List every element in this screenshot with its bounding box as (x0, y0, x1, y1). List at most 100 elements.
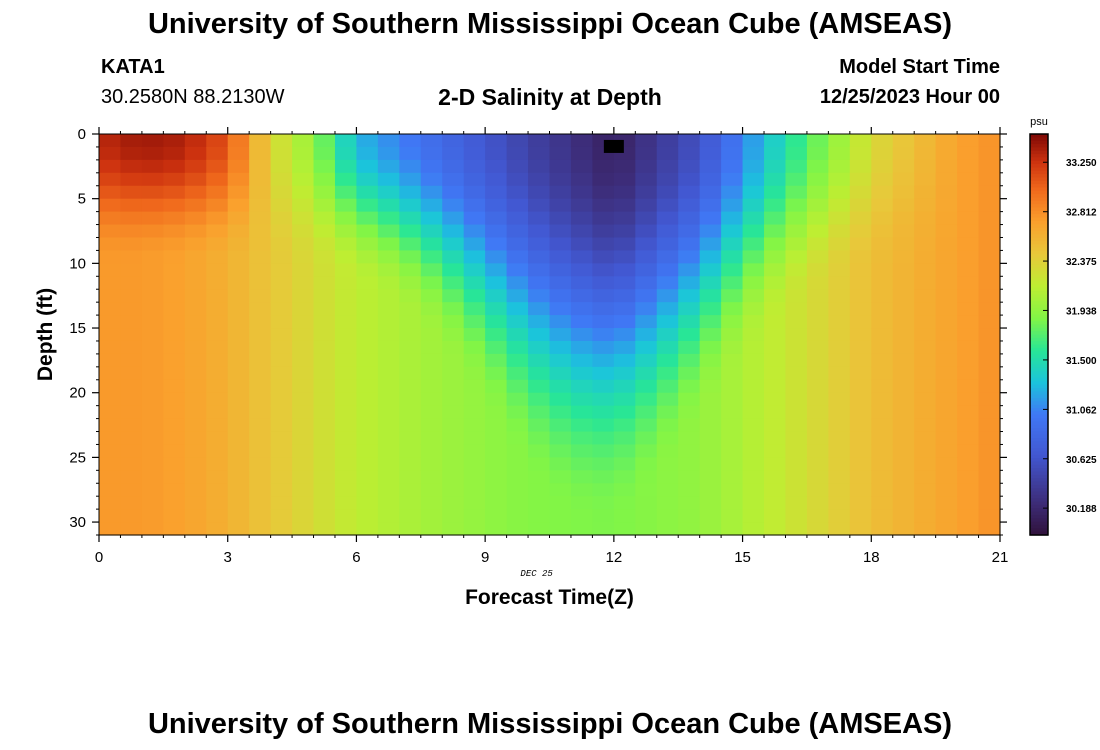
heatmap-cell (227, 263, 250, 277)
heatmap-cell (785, 185, 808, 200)
chart-title: University of Southern Mississippi Ocean… (147, 8, 953, 40)
heatmap-cell (334, 198, 358, 213)
heatmap-cell (313, 353, 336, 368)
heatmap-cell (892, 263, 915, 277)
colorbar-segment (1030, 444, 1048, 449)
heatmap-cell (678, 146, 701, 161)
heatmap-cell (978, 237, 1001, 252)
heatmap-cell (506, 340, 529, 355)
heatmap-cell (978, 340, 1001, 355)
heatmap-cell (549, 211, 572, 226)
heatmap-cell (528, 340, 551, 355)
heatmap-cell (570, 470, 593, 484)
heatmap-cell (613, 340, 636, 355)
heatmap-cell (656, 379, 679, 394)
heatmap-cell (356, 366, 379, 381)
heatmap-cell (463, 340, 486, 355)
heatmap-cell (141, 211, 164, 226)
y-tick-label: 10 (69, 255, 86, 272)
heatmap-cell (249, 276, 272, 290)
heatmap-cell (334, 444, 358, 458)
heatmap-cell (485, 496, 508, 510)
heatmap-cell (764, 522, 787, 536)
heatmap-cell (120, 444, 143, 458)
heatmap-cell (957, 457, 980, 471)
heatmap-cell (206, 496, 229, 510)
heatmap-cell (742, 198, 765, 213)
heatmap-cell (549, 328, 572, 342)
heatmap-cell (785, 340, 808, 355)
heatmap-cell (549, 470, 572, 484)
heatmap-cell (485, 353, 508, 368)
heatmap-cell (549, 198, 572, 213)
heatmap-cell (184, 470, 207, 484)
colorbar-segment (1030, 524, 1048, 529)
heatmap-cell (120, 418, 143, 433)
heatmap-cell (399, 470, 422, 484)
heatmap-cell (978, 276, 1001, 290)
heatmap-cell (99, 302, 122, 316)
heatmap-cell (377, 366, 400, 381)
heatmap-cell (356, 340, 379, 355)
heatmap-cell (442, 198, 465, 213)
heatmap-cell (935, 392, 958, 407)
heatmap-cell (206, 340, 229, 355)
heatmap-cell (935, 457, 958, 471)
colorbar-segment (1030, 377, 1048, 382)
heatmap-cell (528, 366, 551, 381)
x-tick-label: 15 (734, 549, 751, 566)
heatmap-cell (892, 418, 915, 433)
heatmap-cell (506, 392, 529, 407)
heatmap-cell (506, 509, 529, 523)
heatmap-cell (678, 302, 701, 316)
colorbar-tick-label: 32.812 (1066, 208, 1097, 219)
heatmap-cell (656, 340, 679, 355)
heatmap-cell (806, 366, 829, 381)
heatmap-cell (184, 509, 207, 523)
heatmap-cell (871, 159, 894, 174)
heatmap-cell (721, 496, 744, 510)
heatmap-cell (506, 379, 529, 394)
heatmap-cell (163, 302, 186, 316)
heatmap-cell (635, 159, 658, 174)
heatmap-cell (528, 496, 551, 510)
heatmap-cell (678, 457, 701, 471)
heatmap-cell (206, 328, 229, 342)
heatmap-cell (463, 405, 486, 420)
heatmap-cell (334, 146, 358, 161)
heatmap-cell (206, 263, 229, 277)
heatmap-cell (978, 289, 1001, 303)
heatmap-cell (549, 483, 572, 497)
heatmap-cell (613, 418, 636, 433)
heatmap-cell (463, 457, 486, 471)
heatmap-cell (206, 405, 229, 420)
heatmap-cell (356, 496, 379, 510)
heatmap-cell (806, 405, 829, 420)
heatmap-cell (249, 496, 272, 510)
colorbar-segment (1030, 401, 1048, 406)
heatmap-cell (721, 263, 744, 277)
heatmap-cell (528, 392, 551, 407)
heatmap-cell (249, 134, 272, 148)
heatmap-cell (420, 224, 443, 239)
colorbar-segment (1030, 508, 1048, 513)
heatmap-cell (785, 483, 808, 497)
heatmap-cell (528, 470, 551, 484)
heatmap-cell (849, 353, 872, 368)
heatmap-cell (570, 457, 593, 471)
heatmap-cell (613, 328, 636, 342)
colorbar-segment (1030, 271, 1048, 275)
heatmap-cell (764, 418, 787, 433)
heatmap-cell (163, 159, 186, 174)
heatmap-cell (485, 211, 508, 226)
heatmap-cell (957, 263, 980, 277)
heatmap-cell (334, 289, 358, 303)
heatmap-cell (828, 328, 851, 342)
heatmap-cell (613, 224, 636, 239)
colorbar-segment (1030, 291, 1048, 295)
heatmap-cell (334, 302, 358, 316)
heatmap-cell (442, 315, 465, 329)
heatmap-cell (377, 159, 400, 174)
heatmap-cell (678, 379, 701, 394)
heatmap-cell (935, 366, 958, 381)
